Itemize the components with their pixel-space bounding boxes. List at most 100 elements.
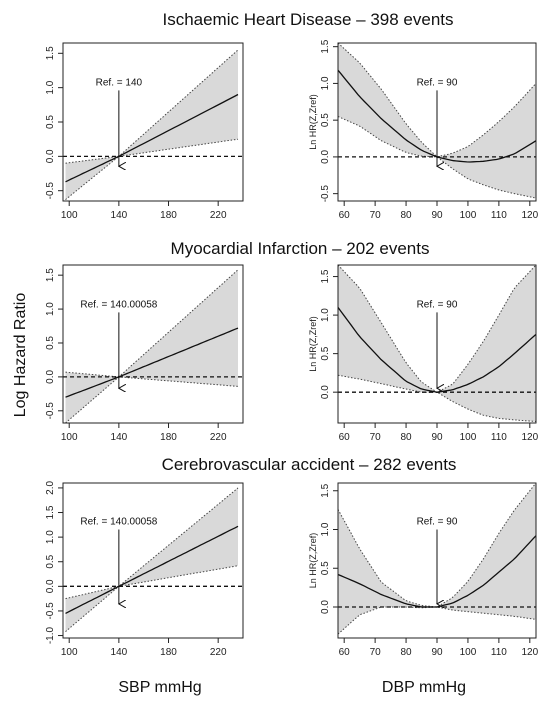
upper-bound-line (338, 43, 536, 158)
confidence-band (65, 49, 238, 200)
y-tick-label: 1.5 (320, 269, 331, 283)
lower-bound-line (65, 376, 239, 423)
y-tick-label: -0.5 (320, 185, 331, 203)
panel-frame (62, 482, 244, 639)
y-tick-label: 1.0 (320, 76, 331, 90)
y-tick-label: 0.0 (320, 385, 331, 399)
x-tick-label: 140 (111, 432, 128, 443)
confidence-band (338, 265, 536, 422)
reference-label: Ref. = 140.00058 (80, 299, 157, 310)
upper-bound-line (65, 49, 239, 164)
x-tick-label: 220 (210, 210, 227, 221)
panel-y-label: Ln HR(Z,Zref) (308, 316, 318, 372)
x-tick-label: 80 (401, 210, 413, 221)
lower-bound-line (338, 374, 536, 422)
x-axis-title-dbp: DBP mmHg (382, 679, 466, 696)
x-tick-label: 180 (160, 210, 177, 221)
reference-label: Ref. = 90 (417, 77, 458, 88)
plot-area (63, 269, 243, 423)
y-tick-label: 1.0 (45, 530, 56, 544)
x-tick-label: 90 (431, 432, 443, 443)
y-tick-label: 0.0 (45, 370, 56, 384)
x-tick-label: 220 (210, 432, 227, 443)
confidence-band (338, 43, 536, 199)
y-tick-label: 0.0 (45, 149, 56, 163)
plot-area (63, 487, 243, 632)
x-tick-label: 60 (339, 647, 351, 658)
x-tick-label: 100 (61, 210, 78, 221)
x-tick-label: 100 (460, 210, 477, 221)
panel-y-label: Ln HR(Z,Zref) (308, 94, 318, 150)
y-tick-label: 0.5 (320, 346, 331, 360)
lower-bound-line (65, 138, 239, 200)
y-tick-label: 0.0 (45, 579, 56, 593)
x-tick-label: 70 (370, 432, 382, 443)
y-tick-label: 1.0 (320, 308, 331, 322)
y-tick-label: 1.0 (45, 80, 56, 94)
lower-bound-line (338, 606, 536, 635)
y-tick-label: 0.5 (45, 336, 56, 350)
y-tick-label: 0.5 (45, 554, 56, 568)
row-title-cva: Cerebrovascular accident – 282 events (162, 455, 457, 474)
y-tick-label: 0.5 (320, 561, 331, 575)
x-tick-label: 100 (460, 432, 477, 443)
y-tick-label: 1.5 (320, 39, 331, 53)
confidence-band (65, 269, 238, 423)
upper-bound-line (65, 487, 239, 600)
x-tick-label: 120 (521, 210, 538, 221)
reference-label: Ref. = 90 (417, 299, 458, 310)
y-tick-label: -1.0 (45, 626, 56, 644)
y-tick-label: 2.0 (45, 481, 56, 495)
panel-sbp-mi: Ref. = 140.00058 100 140 180 220 -0.5 0.0 0.5 1.… (45, 264, 244, 443)
panel-dbp-cva: Ref. = 90 60 70 80 90 100 110 120 0.0 0.5 1.0 1.5 Ln… (308, 482, 539, 658)
y-tick-label: -0.5 (45, 182, 56, 200)
y-tick-label: 1.5 (45, 268, 56, 282)
panel-y-label: Ln HR(Z,Zref) (308, 533, 318, 589)
lower-bound-line (65, 565, 239, 632)
y-tick-label: -0.5 (45, 402, 56, 420)
x-tick-label: 110 (491, 210, 507, 221)
row-title-mi: Myocardial Infarction – 202 events (171, 239, 430, 258)
panel-dbp-mi: Ref. = 90 60 70 80 90 100 110 120 0.0 0.5 1.0 1.5 Ln… (308, 264, 539, 443)
y-tick-label: 1.5 (45, 505, 56, 519)
x-tick-label: 70 (370, 647, 382, 658)
upper-bound-line (65, 269, 239, 378)
reference-label: Ref. = 140 (96, 77, 143, 88)
y-tick-label: 1.0 (320, 522, 331, 536)
x-tick-label: 80 (401, 432, 413, 443)
x-tick-label: 140 (111, 210, 128, 221)
y-tick-label: -0.5 (45, 602, 56, 620)
panel-dbp-ihd: Ref. = 90 60 70 80 90 100 110 120 -0.5 0.0 0.5 1.0 1… (308, 39, 539, 221)
x-axis-title-sbp: SBP mmHg (118, 679, 201, 696)
estimate-line (65, 93, 239, 183)
x-tick-label: 180 (160, 647, 177, 658)
estimate-line (65, 525, 239, 614)
plot-area (63, 49, 243, 200)
y-tick-label: 1.5 (45, 46, 56, 60)
x-tick-label: 110 (491, 432, 507, 443)
reference-label: Ref. = 140.00058 (80, 517, 157, 528)
x-tick-label: 100 (61, 432, 78, 443)
x-tick-label: 120 (521, 432, 538, 443)
y-tick-label: 1.0 (45, 302, 56, 316)
y-tick-label: 0.0 (320, 150, 331, 164)
x-tick-label: 90 (431, 647, 443, 658)
y-tick-label: 0.5 (320, 113, 331, 127)
x-tick-label: 140 (111, 647, 128, 658)
panel-frame (62, 264, 244, 424)
x-tick-label: 100 (460, 647, 477, 658)
x-tick-label: 120 (521, 647, 538, 658)
x-tick-label: 80 (401, 647, 413, 658)
y-tick-label: 0.5 (45, 115, 56, 129)
x-tick-label: 220 (210, 647, 227, 658)
x-tick-label: 70 (370, 210, 382, 221)
x-tick-label: 60 (339, 432, 351, 443)
y-axis-title: Log Hazard Ratio (12, 293, 29, 418)
x-tick-label: 110 (491, 647, 507, 658)
x-tick-label: 100 (61, 647, 78, 658)
panel-sbp-cva: Ref. = 140.00058 100 140 180 220 -1.0 -0.5 0.0 0… (45, 481, 244, 658)
y-tick-label: 1.5 (320, 483, 331, 497)
panel-sbp-ihd: Ref. = 140 100 140 180 220 -0.5 0.0 0.5 1.0 1.5 (45, 42, 244, 221)
